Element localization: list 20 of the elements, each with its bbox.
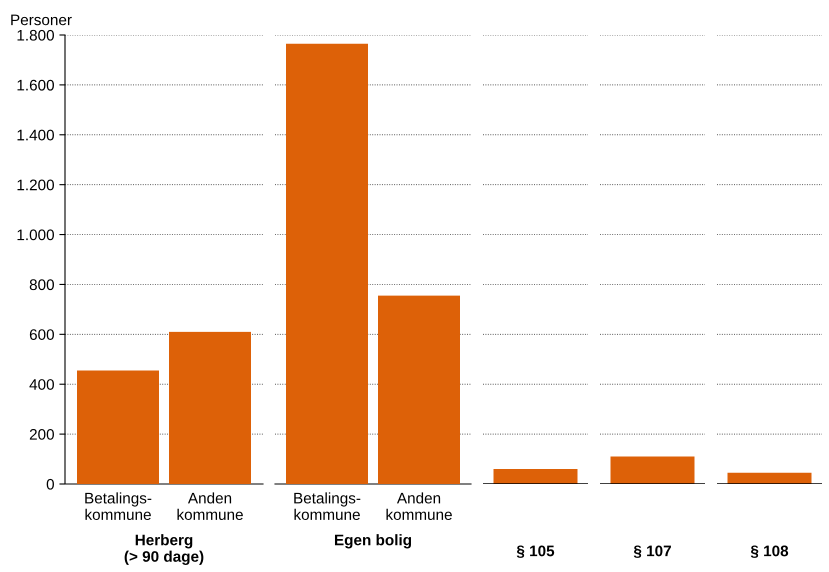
x-tick-label: Anden kommune bbox=[386, 492, 452, 520]
y-axis-title: Personer bbox=[11, 14, 72, 26]
y-tick-label: 0 bbox=[46, 478, 54, 490]
x-axis-title: Egen bolig bbox=[334, 534, 412, 548]
x-tick-label: Anden kommune bbox=[177, 492, 243, 520]
x-axis-title: Herberg (> 90 dage) bbox=[124, 534, 204, 565]
y-tick-label: 1.200 bbox=[18, 180, 54, 190]
x-tick-label: § 107 bbox=[634, 546, 671, 558]
y-tick-label: 1.000 bbox=[18, 229, 54, 240]
y-tick-label: 800 bbox=[30, 279, 54, 290]
x-tick-label: Betalings- kommune bbox=[294, 492, 360, 520]
y-tick-label: 1.800 bbox=[18, 30, 54, 41]
x-tick-label: § 108 bbox=[750, 546, 788, 558]
y-tick-label: 200 bbox=[30, 428, 54, 440]
y-tick-label: 400 bbox=[29, 379, 54, 390]
x-tick-label: § 105 bbox=[516, 546, 554, 558]
y-tick-label: 1.400 bbox=[18, 130, 54, 140]
y-tick-label: 600 bbox=[30, 329, 54, 340]
x-tick-label: Betalings- kommune bbox=[85, 492, 152, 520]
y-tick-label: 1.600 bbox=[18, 80, 54, 91]
